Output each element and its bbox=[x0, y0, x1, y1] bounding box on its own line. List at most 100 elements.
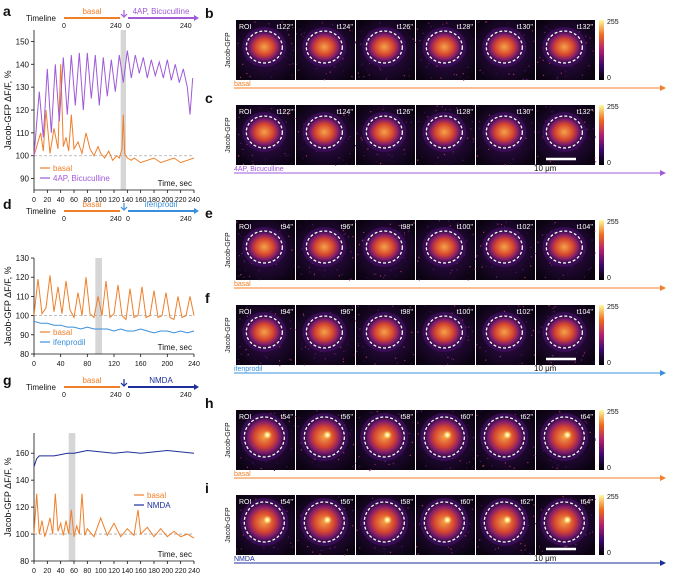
noise-speck bbox=[479, 539, 481, 541]
image-frame: ROI t122'' bbox=[236, 105, 296, 166]
noise-speck bbox=[418, 523, 420, 525]
noise-speck bbox=[242, 163, 244, 165]
noise-speck bbox=[290, 542, 292, 544]
noise-speck bbox=[239, 268, 241, 270]
series-line-drug bbox=[33, 50, 194, 156]
noise-speck bbox=[403, 149, 405, 151]
noise-speck bbox=[482, 231, 485, 233]
noise-speck bbox=[290, 327, 292, 330]
noise-speck bbox=[431, 77, 433, 79]
noise-speck bbox=[407, 507, 409, 509]
image-frame: t100'' bbox=[416, 220, 476, 281]
noise-speck bbox=[323, 275, 325, 277]
noise-speck bbox=[468, 307, 470, 309]
noise-speck bbox=[539, 56, 541, 59]
noise-speck bbox=[246, 457, 248, 460]
noise-speck bbox=[316, 150, 318, 153]
noise-speck bbox=[377, 107, 380, 109]
noise-speck bbox=[375, 273, 377, 275]
noise-speck bbox=[425, 465, 427, 467]
noise-speck bbox=[291, 74, 293, 76]
time-label: t62'' bbox=[521, 414, 533, 421]
noise-speck bbox=[586, 23, 589, 26]
noise-speck bbox=[469, 266, 471, 269]
noise-speck bbox=[285, 335, 288, 337]
condition-label: ifenprodil bbox=[234, 366, 263, 373]
noise-speck bbox=[334, 546, 336, 548]
noise-speck bbox=[239, 346, 241, 348]
roi-label: ROI bbox=[239, 414, 252, 421]
roi-outline bbox=[363, 416, 405, 458]
noise-speck bbox=[477, 105, 479, 107]
noise-speck bbox=[371, 497, 374, 499]
noise-speck bbox=[459, 345, 461, 347]
noise-speck bbox=[552, 307, 554, 309]
noise-speck bbox=[300, 273, 303, 275]
noise-speck bbox=[436, 65, 438, 67]
noise-speck bbox=[244, 108, 247, 110]
noise-speck bbox=[324, 269, 326, 271]
noise-speck bbox=[537, 61, 539, 63]
noise-speck bbox=[418, 279, 420, 281]
time-label: t54'' bbox=[281, 414, 293, 421]
noise-speck bbox=[289, 320, 291, 322]
noise-speck bbox=[408, 229, 410, 231]
noise-speck bbox=[351, 305, 353, 307]
noise-speck bbox=[483, 465, 485, 467]
noise-speck bbox=[354, 42, 357, 44]
noise-speck bbox=[352, 257, 354, 259]
noise-speck bbox=[480, 428, 482, 430]
cell-nucleus bbox=[306, 116, 343, 148]
noise-speck bbox=[399, 416, 402, 418]
noise-speck bbox=[265, 461, 267, 463]
noise-speck bbox=[319, 460, 321, 463]
noise-speck bbox=[591, 239, 593, 241]
noise-speck bbox=[360, 43, 362, 45]
noise-speck bbox=[241, 273, 243, 276]
noise-speck bbox=[446, 22, 448, 24]
noise-speck bbox=[409, 454, 411, 457]
noise-speck bbox=[584, 308, 586, 310]
noise-speck bbox=[251, 154, 254, 156]
roi-outline bbox=[483, 416, 525, 458]
noise-speck bbox=[447, 356, 449, 358]
noise-speck bbox=[240, 457, 242, 459]
noise-speck bbox=[354, 462, 356, 464]
noise-speck bbox=[560, 72, 563, 74]
noise-speck bbox=[338, 496, 340, 498]
time-label: t54'' bbox=[281, 499, 293, 506]
noise-speck bbox=[529, 552, 531, 555]
noise-speck bbox=[443, 364, 445, 366]
noise-speck bbox=[584, 420, 586, 422]
cell-nucleus bbox=[246, 316, 283, 348]
noise-speck bbox=[413, 434, 415, 436]
cell-nucleus bbox=[366, 316, 403, 348]
noise-speck bbox=[290, 546, 292, 549]
colorbar-min: 0 bbox=[607, 360, 611, 367]
noise-speck bbox=[427, 226, 429, 228]
noise-speck bbox=[258, 278, 260, 281]
noise-speck bbox=[509, 465, 511, 467]
noise-speck bbox=[278, 360, 281, 362]
noise-speck bbox=[419, 40, 421, 42]
noise-speck bbox=[343, 554, 346, 556]
noise-speck bbox=[467, 531, 469, 534]
channel-label: Jacob-GFP bbox=[225, 422, 232, 458]
x-tick-label: 0 bbox=[32, 361, 36, 368]
cell-nucleus bbox=[486, 116, 523, 148]
noise-speck bbox=[292, 26, 294, 29]
noise-speck bbox=[420, 410, 423, 412]
noise-speck bbox=[586, 128, 588, 131]
noise-speck bbox=[357, 72, 359, 74]
timeline-end-arrow bbox=[194, 384, 199, 390]
x-tick-label: 0 bbox=[32, 197, 36, 204]
time-label: t100'' bbox=[457, 224, 473, 231]
noise-speck bbox=[240, 548, 242, 550]
noise-speck bbox=[588, 138, 590, 140]
panel-letter: d bbox=[3, 196, 12, 212]
noise-speck bbox=[246, 315, 248, 318]
noise-speck bbox=[473, 457, 475, 460]
noise-speck bbox=[476, 155, 478, 157]
cell-nucleus bbox=[426, 31, 463, 63]
noise-speck bbox=[529, 553, 532, 556]
